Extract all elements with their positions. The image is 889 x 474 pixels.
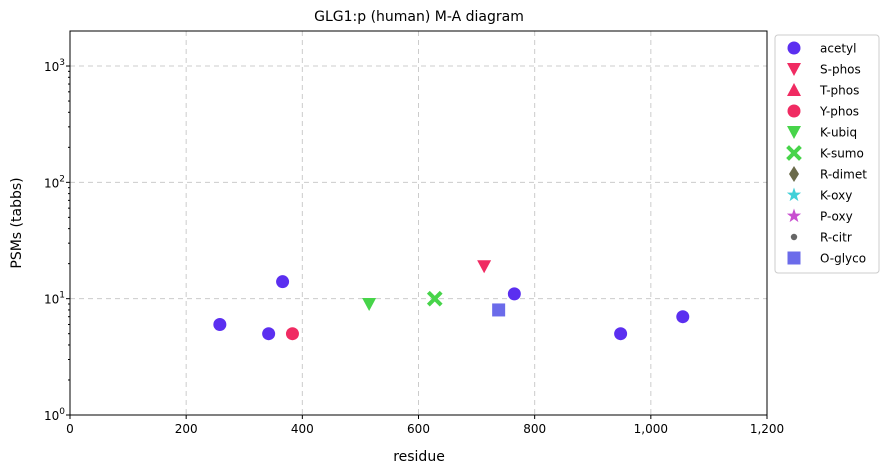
legend: acetyl S-phos T-phos Y-phos K-ubiq K-sumo R-di…	[774, 34, 880, 274]
point-acetyl	[614, 327, 628, 341]
legend-marker-k-oxy	[786, 187, 802, 202]
x-tick-label: 400	[291, 422, 314, 436]
point-s-phos	[477, 260, 492, 274]
x-tick-label: 1,200	[750, 422, 784, 436]
y-axis-label: PSMs (tabbs)	[9, 177, 25, 268]
legend-item-k-ubiq: K-ubiq	[787, 126, 857, 140]
legend-label: S-phos	[820, 63, 861, 77]
y-tick-label: 103	[44, 58, 65, 74]
point-acetyl	[213, 317, 227, 331]
grid-lines	[70, 31, 767, 415]
legend-item-r-dimet: R-dimet	[789, 166, 867, 182]
legend-marker-r-dimet	[789, 166, 799, 182]
x-tick-label: 1,000	[634, 422, 668, 436]
y-tick-label: 102	[44, 174, 65, 190]
chart-title: GLG1:p (human) M-A diagram	[314, 9, 524, 25]
legend-frame	[774, 34, 880, 274]
point-y-phos	[285, 327, 299, 341]
legend-label: acetyl	[820, 42, 856, 56]
legend-marker-p-oxy	[786, 208, 802, 223]
legend-item-t-phos: T-phos	[787, 83, 859, 98]
legend-marker-k-sumo	[786, 145, 802, 161]
legend-marker-t-phos	[787, 83, 801, 96]
legend-label: O-glyco	[820, 252, 866, 266]
x-tick-label: 600	[407, 422, 430, 436]
x-tick-label: 800	[523, 422, 546, 436]
axis-ticks: 0 200 400 600 800 1,000 1,200 100 101 102 103	[44, 58, 784, 436]
point-acetyl	[262, 327, 276, 341]
y-tick-label: 100	[44, 407, 65, 423]
legend-item-r-citr: R-citr	[790, 231, 852, 245]
point-acetyl	[676, 310, 690, 324]
legend-label: K-oxy	[820, 189, 852, 203]
legend-label: K-sumo	[820, 147, 864, 161]
point-k-ubiq	[362, 297, 377, 311]
legend-item-y-phos: Y-phos	[787, 104, 859, 119]
legend-marker-k-ubiq	[787, 126, 801, 139]
legend-item-k-oxy: K-oxy	[786, 187, 852, 203]
legend-marker-o-glyco	[787, 251, 801, 265]
legend-item-p-oxy: P-oxy	[786, 208, 853, 224]
point-k-sumo	[426, 290, 443, 307]
point-acetyl	[507, 287, 521, 301]
legend-item-acetyl: acetyl	[787, 41, 856, 56]
legend-marker-y-phos	[787, 104, 801, 118]
data-points	[213, 260, 690, 341]
legend-label: T-phos	[819, 84, 859, 98]
y-tick-label: 101	[44, 291, 65, 307]
legend-item-s-phos: S-phos	[787, 63, 861, 77]
point-o-glyco	[492, 303, 506, 317]
legend-item-k-sumo: K-sumo	[786, 145, 864, 161]
legend-label: R-citr	[820, 231, 852, 245]
x-axis-label: residue	[393, 449, 445, 465]
legend-label: R-dimet	[820, 168, 867, 182]
x-tick-label: 0	[66, 422, 74, 436]
legend-marker-s-phos	[787, 63, 801, 76]
legend-item-o-glyco: O-glyco	[787, 251, 866, 266]
legend-label: K-ubiq	[820, 126, 857, 140]
legend-label: P-oxy	[820, 210, 853, 224]
legend-marker-acetyl	[787, 41, 801, 55]
legend-marker-r-citr	[790, 233, 798, 241]
x-tick-label: 200	[175, 422, 198, 436]
legend-label: Y-phos	[819, 105, 859, 119]
point-acetyl	[276, 275, 290, 289]
